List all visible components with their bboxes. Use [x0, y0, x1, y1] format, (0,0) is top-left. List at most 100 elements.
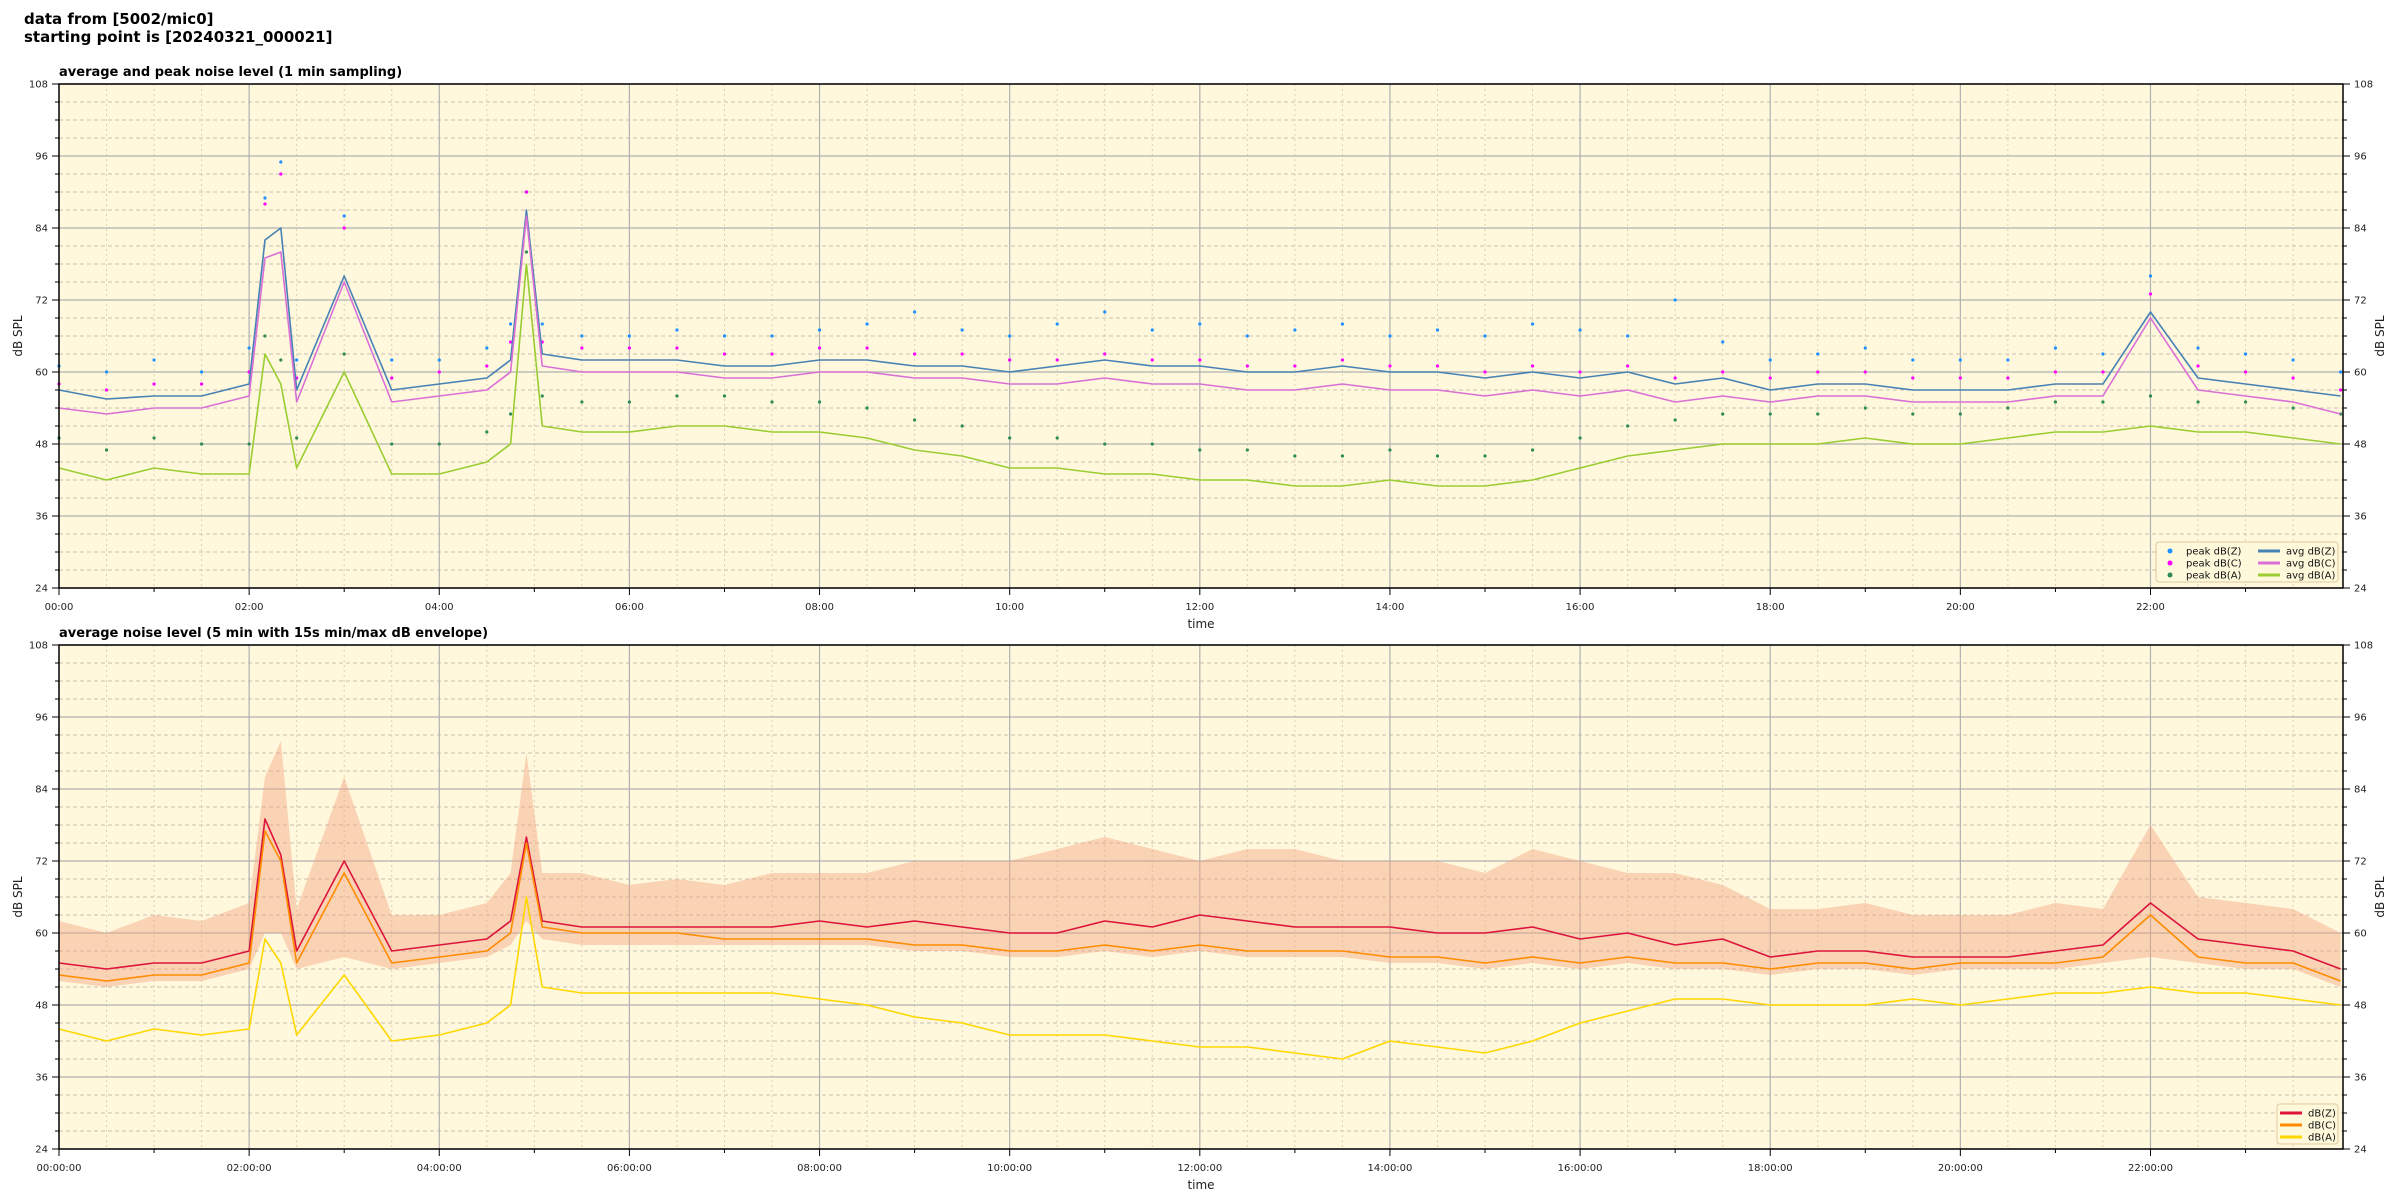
data-point-peak-db-z- — [1103, 310, 1107, 314]
tick-label-x: 12:00:00 — [1177, 1163, 1222, 1174]
legend: peak dB(Z)peak dB(C)peak dB(A)avg dB(Z)a… — [2155, 541, 2339, 583]
data-point-peak-db-c- — [2196, 364, 2200, 368]
data-point-peak-db-z- — [247, 346, 251, 350]
legend-label: peak dB(Z) — [2186, 547, 2242, 558]
tick-label-x: 16:00:00 — [1558, 1163, 1603, 1174]
data-point-peak-db-a- — [675, 394, 679, 398]
data-point-peak-db-z- — [437, 358, 441, 362]
data-point-peak-db-c- — [1958, 376, 1962, 380]
tick-label-y: 108 — [29, 80, 48, 91]
data-point-peak-db-c- — [722, 352, 727, 356]
tick-label-y: 24 — [35, 584, 48, 595]
figure-title-line1: data from [5002/mic0] — [24, 10, 214, 28]
tick-label-y: 36 — [35, 1073, 48, 1084]
data-point-peak-db-c- — [1245, 364, 1249, 368]
series-line-db-a- — [58, 896, 2341, 1060]
data-point-peak-db-z- — [1198, 322, 1202, 326]
data-point-peak-db-a- — [263, 334, 267, 338]
legend-label: dB(C) — [2308, 1121, 2336, 1132]
tick-label-x: 18:00 — [1756, 602, 1785, 613]
chart-title: average noise level (5 min with 15s min/… — [59, 626, 488, 641]
chart-title: average and peak noise level (1 min samp… — [59, 65, 402, 80]
data-point-peak-db-c- — [279, 172, 283, 176]
data-point-peak-db-c- — [390, 376, 394, 380]
data-point-peak-db-z- — [1435, 328, 1440, 332]
data-point-peak-db-a- — [817, 400, 822, 404]
data-point-peak-db-a- — [1435, 454, 1440, 458]
data-point-peak-db-a- — [485, 430, 489, 434]
data-point-peak-db-a- — [2053, 400, 2058, 404]
plot-frame — [58, 644, 2344, 1150]
data-point-peak-db-a- — [390, 442, 394, 446]
tick-label-y: 60 — [35, 929, 48, 940]
data-point-peak-db-a- — [1530, 448, 1535, 452]
data-point-peak-db-c- — [263, 202, 267, 206]
legend-label: dB(A) — [2308, 1133, 2336, 1144]
tick-label-y-right: 36 — [2354, 512, 2367, 523]
data-point-peak-db-z- — [1340, 322, 1345, 326]
tick-label-y: 96 — [35, 152, 48, 163]
data-point-peak-db-a- — [960, 424, 964, 428]
tick-label-y: 24 — [35, 1145, 48, 1156]
y-axis-label: dB SPL — [11, 315, 25, 357]
tick-label-y-right: 96 — [2354, 152, 2367, 163]
data-point-peak-db-z- — [342, 214, 346, 218]
chart-avg-peak: 24 24 36 36 48 48 60 60 72 72 84 84 96 96 108 108 00:00 0… — [11, 65, 2387, 631]
data-point-peak-db-c- — [2339, 388, 2343, 392]
data-point-peak-db-a- — [2101, 400, 2105, 404]
tick-label-x: 06:00:00 — [607, 1163, 652, 1174]
tick-label-y: 84 — [35, 224, 48, 235]
data-point-peak-db-z- — [627, 334, 632, 338]
legend: dB(Z)dB(C)dB(A) — [2276, 1103, 2339, 1145]
data-point-peak-db-z- — [2148, 274, 2153, 278]
plot-frame — [58, 83, 2344, 589]
tick-label-y-right: 36 — [2354, 1073, 2367, 1084]
chart-avg-envelope: 24 24 36 36 48 48 60 60 72 72 84 84 96 96 108 108 00:00:… — [11, 626, 2387, 1192]
data-point-peak-db-c- — [2148, 292, 2153, 296]
tick-label-y-right: 24 — [2354, 584, 2367, 595]
data-point-peak-db-z- — [508, 322, 513, 326]
tick-label-y: 96 — [35, 713, 48, 724]
tick-label-x: 00:00:00 — [37, 1163, 82, 1174]
tick-label-x: 00:00 — [45, 602, 74, 613]
tick-label-y-right: 96 — [2354, 713, 2367, 724]
data-point-peak-db-z- — [2291, 358, 2295, 362]
data-point-peak-db-a- — [1055, 436, 1059, 440]
envelope-band — [59, 741, 2341, 987]
data-point-peak-db-z- — [104, 370, 109, 374]
tick-label-x: 02:00:00 — [227, 1163, 272, 1174]
legend-label: peak dB(C) — [2186, 559, 2242, 570]
tick-label-x: 20:00 — [1946, 602, 1975, 613]
data-point-peak-db-z- — [1293, 328, 1297, 332]
tick-label-y: 108 — [29, 641, 48, 652]
tick-label-y: 84 — [35, 785, 48, 796]
data-point-peak-db-z- — [1721, 340, 1725, 344]
data-point-peak-db-z- — [913, 310, 917, 314]
data-point-peak-db-z- — [770, 334, 774, 338]
tick-label-x: 08:00:00 — [797, 1163, 842, 1174]
data-point-peak-db-c- — [1626, 364, 1630, 368]
data-point-peak-db-c- — [1435, 364, 1440, 368]
data-point-peak-db-a- — [1863, 406, 1867, 410]
data-point-peak-db-a- — [508, 412, 513, 416]
data-point-peak-db-a- — [770, 400, 774, 404]
tick-label-x: 20:00:00 — [1938, 1163, 1983, 1174]
data-point-peak-db-a- — [2006, 406, 2010, 410]
tick-label-y-right: 84 — [2354, 785, 2367, 796]
data-point-peak-db-a- — [342, 352, 346, 356]
data-point-peak-db-z- — [1530, 322, 1535, 326]
series-line-avg-db-c- — [58, 215, 2341, 415]
data-point-peak-db-c- — [1008, 358, 1012, 362]
data-point-peak-db-c- — [508, 340, 513, 344]
data-point-peak-db-a- — [913, 418, 917, 422]
data-point-peak-db-z- — [1626, 334, 1630, 338]
data-point-peak-db-z- — [1483, 334, 1487, 338]
data-point-peak-db-c- — [865, 346, 869, 350]
data-point-peak-db-c- — [524, 190, 529, 194]
data-point-peak-db-z- — [722, 334, 727, 338]
data-point-peak-db-z- — [152, 358, 156, 362]
data-point-peak-db-a- — [295, 436, 299, 440]
tick-label-y: 48 — [35, 1001, 48, 1012]
data-point-peak-db-a- — [1008, 436, 1012, 440]
data-point-peak-db-a- — [1578, 436, 1582, 440]
